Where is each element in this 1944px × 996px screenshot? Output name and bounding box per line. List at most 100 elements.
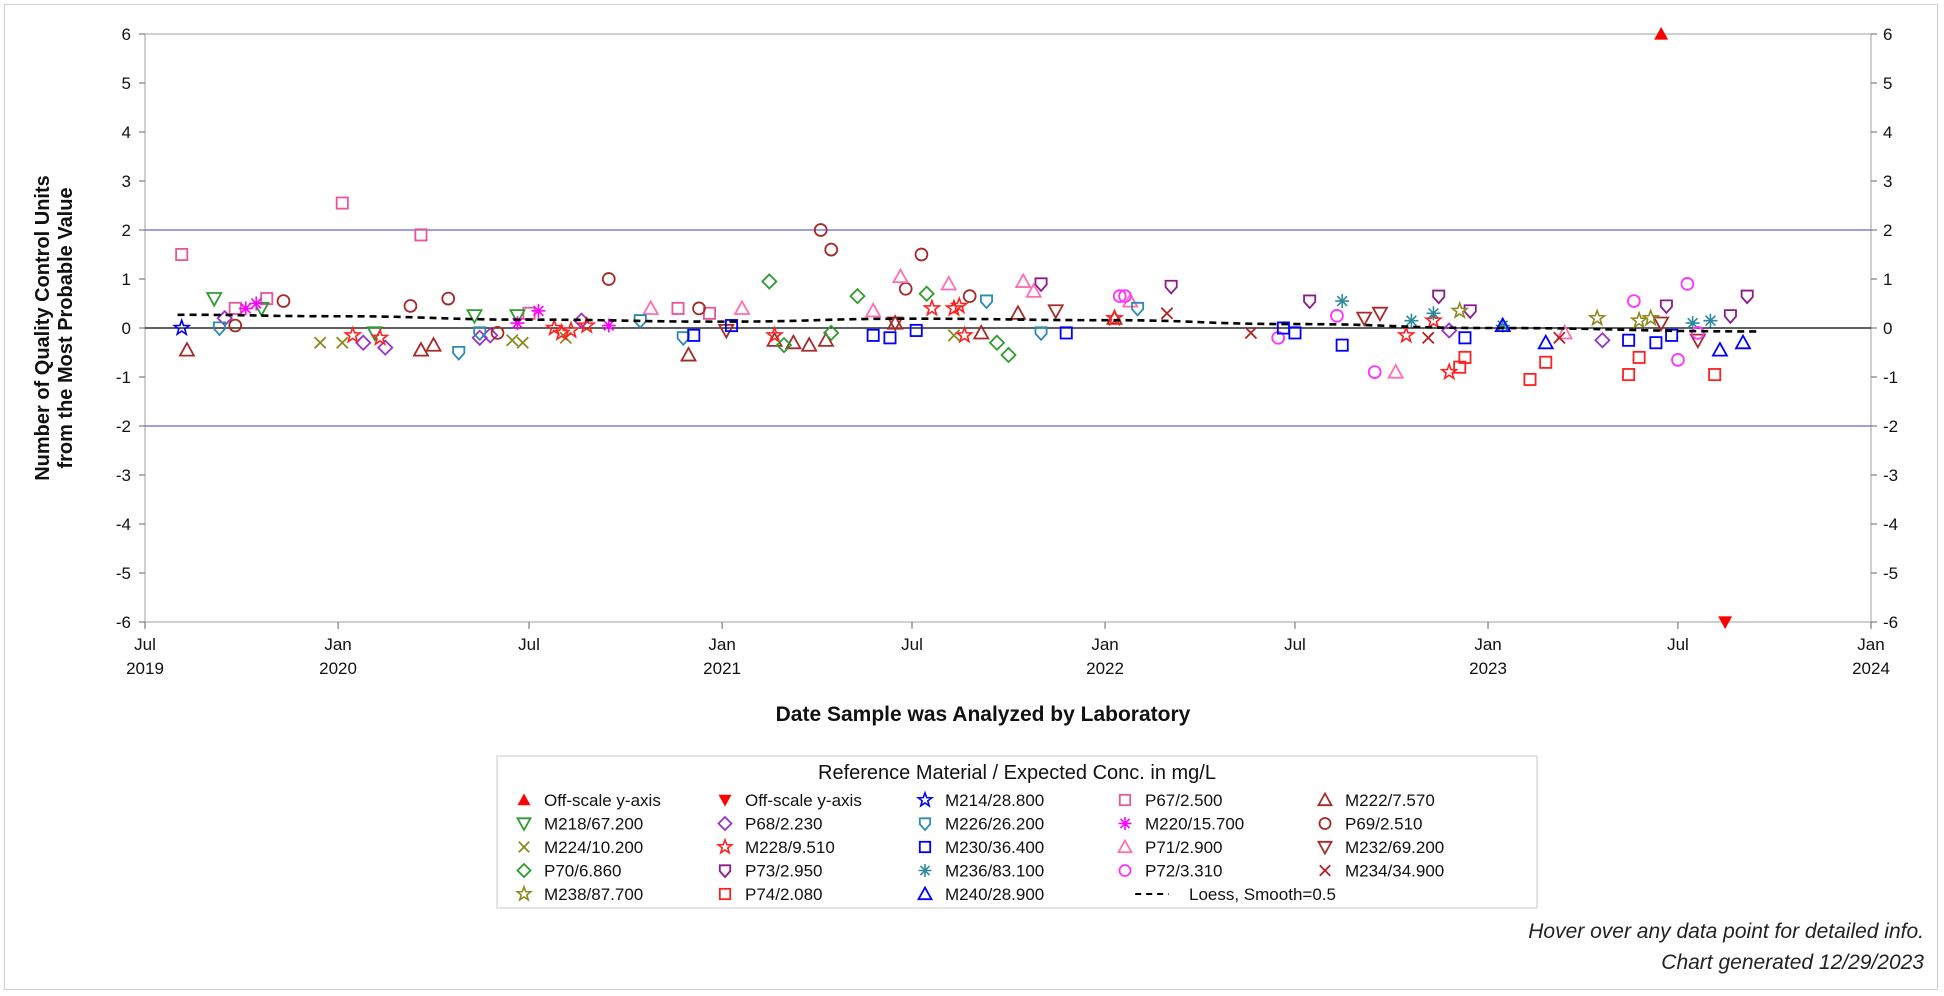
data-point bbox=[1288, 326, 1302, 340]
legend-label: M236/83.100 bbox=[945, 862, 1044, 881]
legend-marker-icon bbox=[916, 885, 934, 901]
data-point bbox=[898, 281, 913, 296]
data-point bbox=[1034, 326, 1048, 342]
data-point bbox=[343, 325, 363, 344]
data-point bbox=[676, 331, 690, 347]
data-point bbox=[817, 331, 835, 347]
legend-item: M230/36.400 bbox=[918, 838, 1044, 857]
data-point bbox=[1711, 341, 1729, 357]
legend-label: P72/3.310 bbox=[1145, 862, 1223, 881]
data-point bbox=[864, 301, 882, 318]
data-point bbox=[1523, 372, 1537, 386]
series-m228-9-510 bbox=[343, 295, 1459, 381]
legend-item: M228/9.510 bbox=[715, 837, 835, 857]
legend-label: M224/10.200 bbox=[544, 838, 643, 857]
qc-scatter-chart: -6 -6 -5 -5 -4 -4 -3 -3 -2 -2 -1 -1 0 0 1 1 2 2 3 3 4 4 5 5 6 6 Ju… bbox=[32, 25, 1898, 909]
data-point bbox=[671, 301, 685, 315]
x-axis-title: Date Sample was Analyzed by Laboratory bbox=[776, 703, 1191, 726]
data-point bbox=[561, 320, 581, 339]
y-tick-label-left: -3 bbox=[116, 466, 131, 485]
data-point bbox=[972, 324, 990, 340]
x-tick-label-year: 2022 bbox=[1086, 659, 1124, 678]
data-point bbox=[1009, 304, 1027, 320]
data-point bbox=[1537, 333, 1555, 350]
x-tick-label-year: 2021 bbox=[703, 659, 741, 678]
data-point bbox=[370, 327, 390, 346]
data-point bbox=[1330, 308, 1344, 323]
data-point bbox=[473, 326, 487, 342]
legend-label: M238/87.700 bbox=[544, 885, 643, 904]
legend-item: M222/7.570 bbox=[1316, 791, 1435, 810]
data-point bbox=[962, 289, 977, 303]
x-tick-label: Jan bbox=[1091, 635, 1118, 654]
legend-marker-icon bbox=[718, 887, 732, 901]
legend-item: M214/28.800 bbox=[915, 790, 1044, 810]
data-point bbox=[414, 228, 428, 242]
data-point bbox=[1034, 277, 1048, 293]
data-point bbox=[441, 291, 456, 306]
legend-marker-icon bbox=[517, 793, 531, 806]
legend-item: P67/2.500 bbox=[1118, 791, 1223, 810]
legend-label: M226/26.200 bbox=[945, 815, 1044, 834]
data-point bbox=[687, 328, 701, 342]
series-p74-2-080 bbox=[1453, 350, 1722, 386]
series-m240-28-900 bbox=[1494, 316, 1752, 357]
chart-frame: -6 -6 -5 -5 -4 -4 -3 -3 -2 -2 -1 -1 0 0 1 1 2 2 3 3 4 4 5 5 6 6 Ju… bbox=[4, 4, 1938, 990]
y-tick-label-left: 6 bbox=[122, 25, 131, 44]
generated-note: Chart generated 12/29/2023 bbox=[1661, 951, 1924, 974]
legend-label: P67/2.500 bbox=[1145, 791, 1223, 810]
series-m220-15-700 bbox=[238, 296, 616, 333]
data-point bbox=[940, 275, 958, 291]
data-point bbox=[918, 285, 935, 302]
y-tick-label-left: -6 bbox=[116, 613, 131, 632]
x-tick-label: Jul bbox=[1284, 635, 1306, 654]
data-point bbox=[1734, 333, 1752, 350]
data-point bbox=[1432, 289, 1446, 305]
loess-curve bbox=[177, 313, 1758, 333]
legend-item: P69/2.510 bbox=[1318, 815, 1423, 834]
y-tick-label-right: 0 bbox=[1883, 319, 1892, 338]
data-point bbox=[1367, 365, 1382, 379]
data-point bbox=[1627, 294, 1641, 308]
data-point bbox=[1629, 310, 1649, 329]
data-point bbox=[1355, 311, 1373, 328]
data-point bbox=[775, 336, 793, 354]
data-point bbox=[800, 336, 818, 352]
data-point bbox=[1335, 294, 1350, 309]
legend-item: Off-scale y-axis bbox=[718, 791, 862, 810]
data-point bbox=[544, 317, 564, 337]
data-point bbox=[1059, 326, 1073, 340]
data-point bbox=[1659, 299, 1673, 315]
data-point bbox=[1303, 294, 1317, 310]
legend-label: P68/2.230 bbox=[745, 815, 823, 834]
data-point bbox=[276, 294, 291, 308]
data-point bbox=[1641, 308, 1661, 327]
data-point bbox=[335, 196, 349, 210]
data-point bbox=[914, 247, 929, 262]
data-point bbox=[1740, 289, 1754, 305]
data-point bbox=[1553, 331, 1566, 345]
data-point bbox=[1453, 360, 1467, 374]
data-point bbox=[761, 273, 778, 290]
legend-label: M222/7.570 bbox=[1345, 791, 1435, 810]
data-point bbox=[403, 299, 418, 313]
series-p67-2-500 bbox=[175, 196, 716, 320]
data-point bbox=[824, 242, 839, 257]
y-tick-label-right: 6 bbox=[1883, 25, 1892, 44]
data-point bbox=[354, 334, 372, 351]
legend-marker-icon bbox=[717, 815, 733, 832]
legend-item: M236/83.100 bbox=[918, 862, 1044, 881]
x-tick-label: Jan bbox=[708, 635, 735, 654]
legend-item: M226/26.200 bbox=[918, 815, 1044, 834]
data-point bbox=[249, 296, 264, 311]
x-tick-label-year: 2024 bbox=[1852, 659, 1890, 678]
data-point bbox=[1652, 316, 1670, 332]
data-point bbox=[205, 292, 223, 308]
y-tick-label-right: 4 bbox=[1883, 123, 1892, 142]
legend-marker-icon bbox=[1316, 840, 1334, 856]
legend-marker-icon bbox=[1318, 817, 1332, 830]
data-point bbox=[577, 315, 597, 334]
legend-marker-icon bbox=[515, 817, 533, 832]
legend-label: P69/2.510 bbox=[1345, 815, 1423, 834]
data-point bbox=[490, 326, 505, 340]
